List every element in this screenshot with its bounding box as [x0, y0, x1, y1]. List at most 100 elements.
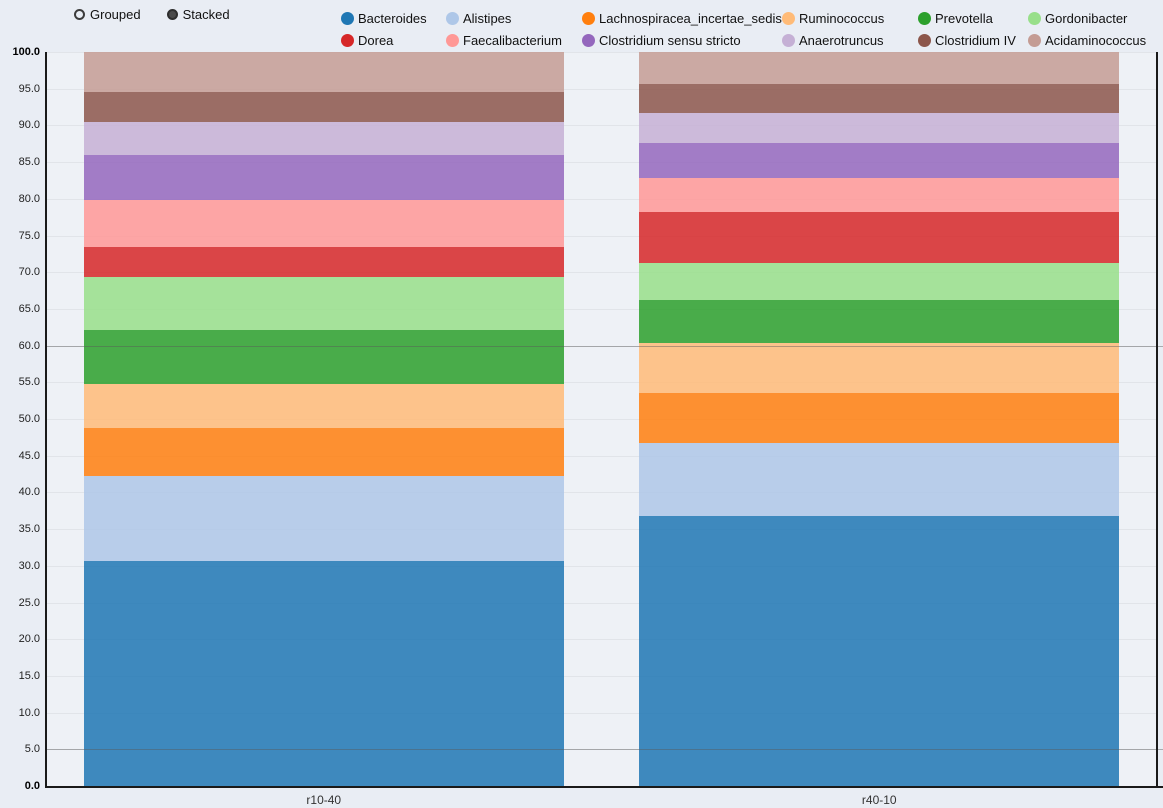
gridline-emphasis: [46, 749, 1163, 751]
bar-segment-bacteroides[interactable]: [83, 560, 564, 786]
legend-label: Dorea: [358, 32, 394, 48]
right-axis-line: [1156, 52, 1158, 786]
bar-segment-clostridium-sensu-stricto[interactable]: [639, 143, 1120, 178]
legend-item-bacteroides[interactable]: Bacteroides: [341, 11, 446, 26]
grouped-label: Grouped: [90, 7, 141, 22]
radio-selected-icon[interactable]: [166, 9, 178, 20]
legend-item-prevotella[interactable]: Prevotella: [918, 11, 1028, 26]
legend-item-gordonibacter[interactable]: Gordonibacter: [1028, 11, 1163, 26]
y-axis-tick-label: 95.0: [18, 82, 40, 95]
bar-segment-anaerotruncus[interactable]: [83, 121, 564, 155]
y-axis-tick-label: 55.0: [18, 376, 40, 389]
gridline: [46, 675, 1157, 677]
x-axis-category-label: r10-40: [306, 793, 342, 807]
legend-color-dot: [782, 33, 795, 47]
gridline: [46, 88, 1157, 90]
y-axis-tick-label: 30.0: [18, 559, 40, 572]
legend-label: Alistipes: [463, 10, 512, 26]
legend-item-anaerotruncus[interactable]: Anaerotruncus: [782, 33, 918, 48]
y-axis-tick-label: 20.0: [18, 633, 40, 646]
y-axis-tick-label: 40.0: [18, 486, 40, 499]
gridline: [46, 712, 1157, 714]
bar-segment-clostridium-sensu-stricto[interactable]: [83, 154, 564, 201]
legend-label: Anaerotruncus: [799, 32, 884, 48]
legend-label: Ruminococcus: [799, 10, 885, 26]
legend-label: Bacteroides: [358, 10, 427, 26]
gridline: [46, 455, 1157, 457]
bar-segment-clostridium-iv[interactable]: [83, 92, 564, 122]
legend-item-clostridium-iv[interactable]: Clostridium IV: [918, 33, 1028, 48]
legend-color-dot: [782, 11, 795, 25]
bar-segment-faecalibacterium[interactable]: [639, 177, 1120, 212]
legend-color-dot: [446, 33, 459, 47]
legend-label: Gordonibacter: [1045, 10, 1128, 26]
bar-segment-bacteroides[interactable]: [639, 515, 1120, 786]
legend-color-dot: [446, 11, 459, 25]
gridline: [46, 52, 1157, 53]
gridline-emphasis: [46, 345, 1163, 347]
gridline: [46, 308, 1157, 310]
legend: Bacteroides Alistipes Lachnospiracea_incer…: [341, 7, 1163, 51]
bar-segment-anaerotruncus[interactable]: [639, 112, 1120, 144]
bar-segment-faecalibacterium[interactable]: [83, 200, 564, 247]
gridline: [46, 565, 1157, 567]
y-axis-tick-label: 5.0: [24, 743, 40, 756]
legend-item-ruminococcus[interactable]: Ruminococcus: [782, 11, 918, 26]
bar-segment-alistipes[interactable]: [639, 443, 1120, 516]
y-axis-tick-label: 75.0: [18, 229, 40, 242]
grouped-toggle[interactable]: Grouped: [74, 7, 141, 22]
legend-item-acidaminococcus[interactable]: Acidaminococcus: [1028, 33, 1163, 48]
y-axis-tick-label: 25.0: [18, 596, 40, 609]
y-axis-tick-label: 80.0: [18, 192, 40, 205]
y-axis-tick-label: 85.0: [18, 156, 40, 169]
legend-item-dorea[interactable]: Dorea: [341, 33, 446, 48]
bar-segment-gordonibacter[interactable]: [639, 262, 1120, 301]
gridline: [46, 749, 1157, 751]
legend-item-faecalibacterium[interactable]: Faecalibacterium: [446, 33, 582, 48]
bar-segment-acidaminococcus[interactable]: [639, 52, 1120, 85]
y-axis-tick-label: 0.0: [24, 780, 40, 792]
legend-label: Clostridium IV: [935, 32, 1016, 48]
legend-label: Faecalibacterium: [463, 32, 562, 48]
legend-item-lachnospiracea-incertae-sedis[interactable]: Lachnospiracea_incertae_sedis: [582, 11, 782, 26]
gridline: [46, 639, 1157, 641]
bar-segment-prevotella[interactable]: [83, 330, 564, 384]
gridline: [46, 492, 1157, 494]
gridline: [46, 419, 1157, 420]
radio-unselected-icon[interactable]: [74, 9, 85, 20]
legend-color-dot: [341, 11, 354, 25]
legend-item-alistipes[interactable]: Alistipes: [446, 11, 582, 26]
bar-segment-clostridium-iv[interactable]: [639, 84, 1120, 113]
bar-segment-lachnospiracea-incertae-sedis[interactable]: [83, 427, 564, 476]
bar-segment-acidaminococcus[interactable]: [83, 52, 564, 93]
gridline: [46, 382, 1157, 384]
y-axis-tick-label: 100.0: [12, 46, 40, 58]
legend-color-dot: [341, 33, 354, 47]
y-axis-tick-label: 35.0: [18, 523, 40, 536]
legend-color-dot: [918, 33, 931, 47]
stacked-toggle[interactable]: Stacked: [166, 7, 230, 22]
bar-segment-gordonibacter[interactable]: [83, 277, 564, 331]
legend-color-dot: [1028, 11, 1041, 25]
legend-color-dot: [582, 11, 595, 25]
bar-segment-alistipes[interactable]: [83, 475, 564, 561]
legend-item-clostridium-sensu-stricto[interactable]: Clostridium sensu stricto: [582, 33, 782, 48]
y-axis-tick-label: 70.0: [18, 266, 40, 279]
y-axis-tick-label: 45.0: [18, 449, 40, 462]
bar-segment-lachnospiracea-incertae-sedis[interactable]: [639, 393, 1120, 444]
bar-segment-dorea[interactable]: [83, 246, 564, 278]
y-axis-tick-label: 60.0: [18, 339, 40, 352]
y-axis-tick-label: 65.0: [18, 302, 40, 315]
bar-segment-prevotella[interactable]: [639, 300, 1120, 343]
legend-label: Prevotella: [935, 10, 993, 26]
bar-segment-ruminococcus[interactable]: [639, 342, 1120, 394]
y-axis-tick-label: 50.0: [18, 413, 40, 425]
bar-segment-dorea[interactable]: [639, 212, 1120, 263]
y-axis-tick-label: 90.0: [18, 119, 40, 132]
bar-segment-ruminococcus[interactable]: [83, 383, 564, 428]
y-axis-tick-label: 15.0: [18, 669, 40, 682]
y-axis-line: [45, 52, 47, 786]
x-axis-line: [45, 786, 1163, 788]
gridline: [46, 272, 1157, 274]
